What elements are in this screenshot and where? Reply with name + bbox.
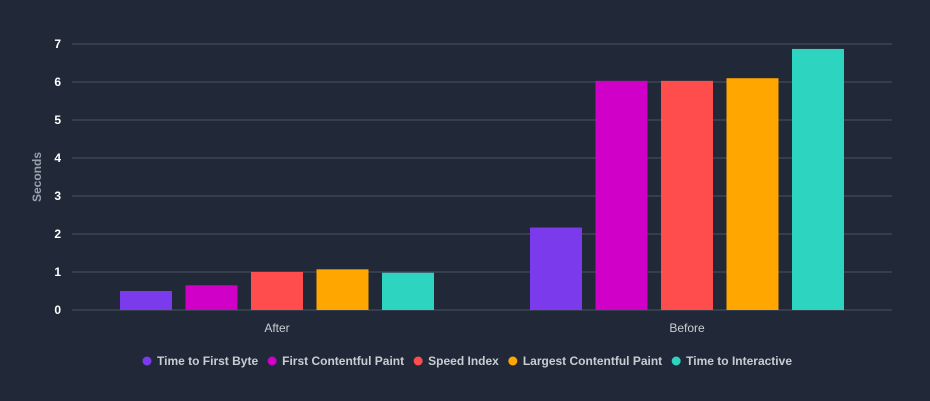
bar-time-to-first-byte-after[interactable] <box>120 291 172 310</box>
bars <box>120 48 844 310</box>
bar-speed-index-before[interactable] <box>661 80 713 310</box>
bar-largest-contentful-paint-after[interactable] <box>316 269 369 310</box>
legend-marker <box>413 356 423 366</box>
x-tick-label: After <box>264 321 289 335</box>
y-tick-label: 2 <box>54 227 61 241</box>
legend-item-time-to-first-byte[interactable]: Time to First Byte <box>142 354 259 368</box>
legend-marker <box>508 356 518 366</box>
legend-item-first-contentful-paint[interactable]: First Contentful Paint <box>267 354 405 368</box>
legend-item-time-to-interactive[interactable]: Time to Interactive <box>671 354 793 368</box>
legend-marker <box>142 356 152 366</box>
y-tick-label: 3 <box>54 189 61 203</box>
bar-time-to-interactive-after[interactable] <box>382 272 434 310</box>
y-tick-label: 7 <box>54 37 61 51</box>
y-axis-title: Seconds <box>30 152 44 202</box>
x-axis: After Before <box>264 321 705 335</box>
y-axis: 0 1 2 3 4 5 6 7 <box>54 37 61 317</box>
legend-label: Time to First Byte <box>157 354 258 368</box>
y-tick-label: 5 <box>54 113 61 127</box>
legend-item-largest-contentful-paint[interactable]: Largest Contentful Paint <box>508 354 662 368</box>
legend-marker <box>671 356 681 366</box>
bar-first-contentful-paint-after[interactable] <box>185 285 238 310</box>
x-tick-label: Before <box>669 321 705 335</box>
legend: Time to First Byte First Contentful Paint… <box>142 354 793 368</box>
bar-largest-contentful-paint-before[interactable] <box>726 78 779 310</box>
legend-label: Time to Interactive <box>686 354 792 368</box>
bar-time-to-interactive-before[interactable] <box>792 48 844 310</box>
legend-marker <box>267 356 277 366</box>
y-tick-label: 6 <box>54 75 61 89</box>
y-tick-label: 4 <box>54 151 61 165</box>
legend-label: First Contentful Paint <box>282 354 404 368</box>
legend-label: Largest Contentful Paint <box>523 354 662 368</box>
bar-time-to-first-byte-before[interactable] <box>530 227 582 310</box>
bar-first-contentful-paint-before[interactable] <box>595 80 648 310</box>
y-tick-label: 1 <box>54 265 61 279</box>
legend-item-speed-index[interactable]: Speed Index <box>413 354 500 368</box>
bar-speed-index-after[interactable] <box>251 272 303 310</box>
y-tick-label: 0 <box>54 303 61 317</box>
gridlines <box>72 43 892 311</box>
legend-label: Speed Index <box>428 354 499 368</box>
